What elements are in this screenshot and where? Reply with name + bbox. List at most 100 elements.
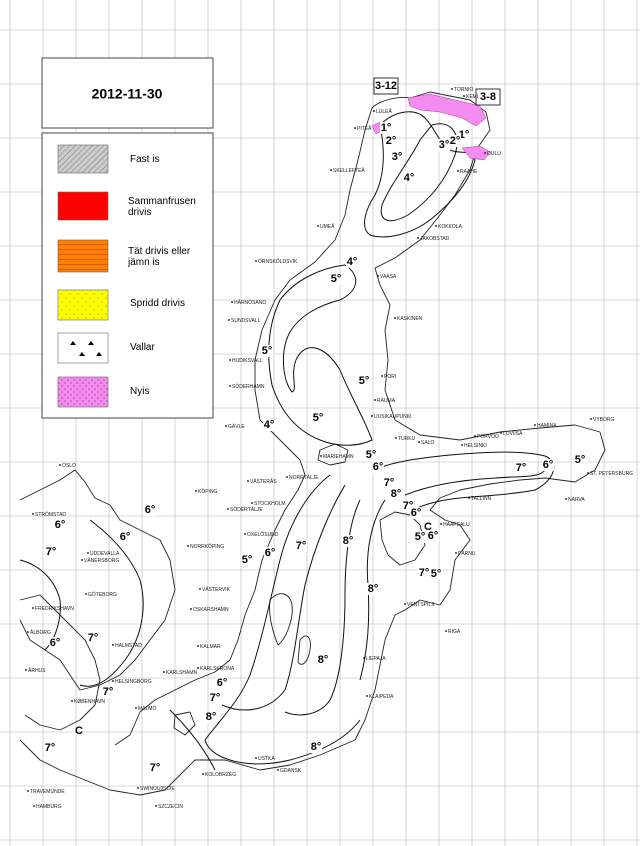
isotherm-label: 4° bbox=[347, 256, 358, 268]
place-name: UUSIKAUPUNKI bbox=[374, 414, 412, 420]
place-name: KALMAR bbox=[200, 644, 221, 650]
legend-label-wrap: Tät drivis eller jämn is bbox=[128, 246, 190, 268]
place-name: ÅLBORG bbox=[30, 629, 51, 636]
label-bg bbox=[367, 583, 379, 595]
label-bg bbox=[414, 531, 426, 543]
place-dot bbox=[255, 260, 257, 262]
label-bg bbox=[410, 507, 422, 519]
label-bg bbox=[385, 135, 397, 147]
isotherm-label: 7° bbox=[88, 632, 99, 644]
place-name: VÄSTERÅS bbox=[250, 478, 277, 485]
label-bg bbox=[380, 122, 392, 134]
place-name: GDANSK bbox=[280, 768, 302, 774]
place-dot bbox=[255, 757, 257, 759]
isotherm-label: 6° bbox=[428, 530, 439, 542]
place-name: LIEPAJA bbox=[366, 656, 386, 662]
place-name: ÖRNSKÖLDSVIK bbox=[258, 258, 298, 265]
isotherm-label: 7° bbox=[516, 462, 527, 474]
legend-label: Fast is bbox=[130, 154, 159, 165]
place-name: PITEÅ bbox=[357, 125, 372, 132]
place-dot bbox=[381, 375, 383, 377]
place-dot bbox=[227, 508, 229, 510]
isotherm-label: 1° bbox=[459, 129, 470, 141]
isotherm-label: 8° bbox=[206, 711, 217, 723]
place-dot bbox=[455, 552, 457, 554]
place-name: UDDEVALLA bbox=[90, 551, 120, 557]
label-bg bbox=[430, 568, 442, 580]
place-name: UMEÅ bbox=[320, 223, 335, 230]
isotherm-labels: 1°2° 1°2°3°3°4°4°5°5°5°5°4°5°6°7°8°7°6°5°… bbox=[44, 122, 586, 774]
isotherm-label: 5° bbox=[242, 554, 253, 566]
isotherm-label: 7° bbox=[384, 477, 395, 489]
place-dot bbox=[135, 707, 137, 709]
place-name: KOLOBRZEG bbox=[205, 772, 236, 778]
place-dot bbox=[463, 95, 465, 97]
place-dot bbox=[228, 319, 230, 321]
isotherm-label: 6° bbox=[411, 507, 422, 519]
place-name: KARLSKRONA bbox=[200, 666, 235, 672]
place-name: FREDRIKSHAVN bbox=[35, 606, 74, 612]
place-name: MALMÖ bbox=[138, 705, 156, 712]
label-bg bbox=[438, 139, 450, 151]
place-name: SZCZECIN bbox=[158, 804, 183, 810]
place-name: NORRTÄLJE bbox=[289, 474, 319, 481]
isotherm-label: 7° bbox=[103, 686, 114, 698]
place-dot bbox=[457, 170, 459, 172]
place-dot bbox=[112, 644, 114, 646]
label-bg bbox=[295, 540, 307, 552]
place-name: STOCKHOLM bbox=[254, 501, 286, 507]
label-bg bbox=[241, 554, 253, 566]
label-bg bbox=[44, 742, 56, 754]
legend-label: Spridd drivis bbox=[130, 298, 185, 309]
place-dot bbox=[286, 476, 288, 478]
isotherm-label: 6° bbox=[55, 519, 66, 531]
place-name: VÄSTERVIK bbox=[202, 586, 231, 593]
isotherm-label: 2° bbox=[386, 135, 397, 147]
isotherm-label: 8° bbox=[368, 583, 379, 595]
place-dot bbox=[445, 630, 447, 632]
place-name: GÄVLE bbox=[228, 423, 245, 430]
place-name: VAASA bbox=[380, 274, 397, 280]
label-bg bbox=[542, 459, 554, 471]
place-name: PORI bbox=[384, 374, 396, 380]
place-dot bbox=[363, 657, 365, 659]
place-dot bbox=[27, 631, 29, 633]
place-dot bbox=[244, 533, 246, 535]
place-dot bbox=[371, 415, 373, 417]
label-bg bbox=[391, 151, 403, 163]
label-bg bbox=[205, 711, 217, 723]
place-name: KARLSHAMN bbox=[166, 670, 198, 676]
place-name: PÄRNU bbox=[458, 550, 476, 557]
place-dot bbox=[225, 425, 227, 427]
place-dot bbox=[59, 464, 61, 466]
label-bg bbox=[102, 686, 114, 698]
label-bg bbox=[403, 172, 415, 184]
place-name: TORNIO bbox=[454, 87, 473, 93]
place-name: SWINOUJSCIE bbox=[140, 786, 175, 792]
label-bg bbox=[87, 632, 99, 644]
swatch-fast-ice bbox=[57, 144, 109, 174]
place-name: HUDIKSVALL bbox=[232, 358, 263, 364]
isotherm-label: 3° bbox=[439, 139, 450, 151]
isotherm-label: 6° bbox=[217, 677, 228, 689]
place-dot bbox=[417, 237, 419, 239]
place-name: GÖTEBORG bbox=[88, 591, 117, 598]
isotherm-label: 7° bbox=[45, 742, 56, 754]
place-name: TALLINN bbox=[471, 496, 492, 502]
swatch-new-ice bbox=[57, 376, 109, 408]
legend-label-wrap: Sammanfrusen drivis bbox=[128, 196, 196, 218]
label-bg bbox=[312, 412, 324, 424]
isotherm-label: 8° bbox=[391, 488, 402, 500]
isotherm-label: 5° bbox=[415, 531, 426, 543]
label-bg bbox=[264, 547, 276, 559]
isotherm-label: 5° bbox=[431, 568, 442, 580]
ice-codes: 3-12 3-8 C C bbox=[75, 77, 501, 737]
label-bg bbox=[449, 135, 461, 147]
label-bg bbox=[149, 762, 161, 774]
legend-label: Sammanfrusen drivis bbox=[128, 196, 196, 218]
place-dot bbox=[377, 275, 379, 277]
label-bg bbox=[383, 477, 395, 489]
swatch-ridges bbox=[57, 332, 109, 364]
place-name: KØBENHAVN bbox=[74, 699, 105, 705]
place-name: HELSINKI bbox=[464, 443, 487, 449]
